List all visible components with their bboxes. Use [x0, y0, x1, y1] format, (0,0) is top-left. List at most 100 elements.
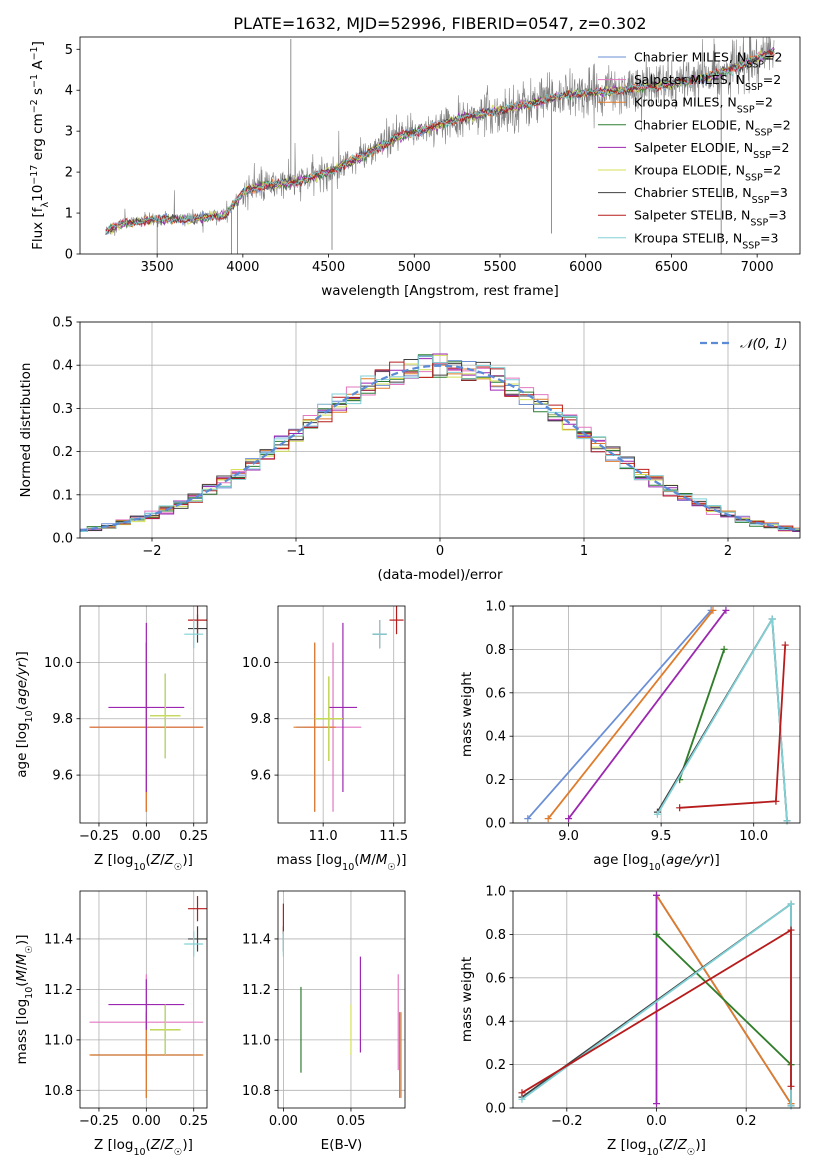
x-tick-label: 0 — [436, 544, 444, 559]
y-tick-label: 0.2 — [485, 1058, 506, 1073]
x-tick-label: 0.00 — [132, 829, 161, 844]
plot-frame — [79, 890, 208, 1109]
y-axis-label: age [log10(age/yr)] — [14, 651, 35, 777]
y-tick-label: 11.4 — [44, 932, 73, 947]
y-tick-label: 0 — [65, 248, 73, 263]
x-tick-label: 5000 — [398, 260, 431, 275]
x-tick-label: 0.25 — [179, 1114, 208, 1129]
x-tick-label: 3500 — [141, 260, 174, 275]
frame-mass_vs_Z: −0.25 0.00 0.25 10.8 11.0 11.2 11.4 — [44, 890, 208, 1129]
x-tick-label: 0.05 — [336, 1114, 365, 1129]
x-tick-label: 0.2 — [736, 1114, 757, 1129]
y-axis-label: mass weight — [459, 957, 475, 1042]
x-tick-label: −0.25 — [79, 1114, 119, 1129]
frame-residuals: −2 −1 0 1 2 0.0 0.1 0.2 0.3 0.4 0.5 — [52, 316, 801, 559]
y-axis-label: Flux [fλ10−17 erg cm−2 s−1 A−1] — [29, 41, 51, 250]
plot-frame — [79, 605, 208, 824]
y-tick-label: 9.8 — [52, 712, 73, 727]
weight-marker-kroupa_stelib — [653, 810, 661, 818]
y-axis-label: mass weight — [459, 672, 475, 757]
weight-marker-kroupa_stelib — [768, 615, 776, 623]
x-tick-label: 6500 — [655, 260, 688, 275]
legend-entry: 𝒩(0, 1) — [740, 337, 787, 352]
y-tick-label: 0.8 — [485, 928, 506, 943]
x-tick-label: 7000 — [741, 260, 774, 275]
weight-marker-salpeter_elodie — [653, 1100, 660, 1108]
weight-marker-kroupa_miles — [709, 606, 717, 614]
weight-marker-salpeter_stelib — [518, 1089, 526, 1097]
weight-lines — [518, 891, 795, 1110]
y-tick-label: 1.0 — [485, 600, 506, 615]
y-tick-label: 0.4 — [52, 359, 73, 374]
legend-entry: Salpeter STELIB, NSSP=3 — [634, 208, 787, 229]
legend-entry: Chabrier STELIB, NSSP=3 — [634, 185, 788, 206]
x-tick-label: −0.2 — [551, 1114, 583, 1129]
y-tick-label: 1.0 — [485, 885, 506, 900]
x-axis-label: wavelength [Angstrom, rest frame] — [321, 283, 559, 299]
y-tick-label: 0.8 — [485, 643, 506, 658]
x-tick-label: 10.0 — [739, 829, 768, 844]
x-tick-label: −1 — [286, 544, 305, 559]
weight-marker-salpeter_stelib — [787, 926, 795, 934]
x-tick-label: 5500 — [483, 260, 516, 275]
x-tick-label: 9.0 — [558, 829, 579, 844]
weight-lines — [524, 606, 791, 825]
legend-entry: Chabrier ELODIE, NSSP=2 — [634, 117, 791, 138]
weight-marker-salpeter_elodie — [565, 815, 573, 823]
y-tick-label: 3 — [65, 125, 73, 140]
y-tick-label: 9.6 — [250, 769, 271, 784]
weight-marker-salpeter_elodie — [722, 606, 730, 614]
x-tick-label: 0.00 — [132, 1114, 161, 1129]
y-tick-label: 10.0 — [44, 656, 73, 671]
x-axis-label: age [log10(age/yr)] — [593, 852, 719, 873]
legend-entry: Salpeter ELODIE, NSSP=2 — [634, 140, 789, 161]
x-tick-label: 11.5 — [379, 829, 408, 844]
y-axis-label: mass [log10(M/M☉)] — [14, 935, 35, 1065]
y-tick-label: 0.2 — [52, 445, 73, 460]
x-tick-label: 0.0 — [646, 1114, 667, 1129]
frame-age_vs_mass: 11.0 11.5 9.6 9.8 10.0 — [242, 605, 408, 844]
axes-mass_weight_vs_age — [513, 605, 800, 824]
y-tick-label: 0.3 — [52, 402, 73, 417]
points — [89, 896, 207, 1098]
x-axis-label: mass [log10(M/M☉)] — [277, 852, 407, 873]
y-tick-label: 0.4 — [485, 730, 506, 745]
weight-marker-chabrier_miles — [524, 815, 532, 823]
y-tick-label: 10.8 — [242, 1084, 271, 1099]
histogram-chabrier_miles — [80, 356, 800, 532]
frame-spectrum: 3500 4000 4500 5000 5500 6000 6500 7000 0 1 2 3 4 5 — [65, 36, 801, 275]
weight-marker-chabrier_elodie — [653, 930, 660, 938]
chart-title: PLATE=1632, MJD=52996, FIBERID=0547, z=0… — [233, 14, 646, 33]
x-tick-label: 6000 — [569, 260, 602, 275]
x-tick-label: 0.00 — [269, 1114, 298, 1129]
legend-entry: Kroupa ELODIE, NSSP=2 — [634, 163, 781, 184]
x-axis-label: Z [log10(Z/Z☉)] — [607, 1137, 706, 1158]
y-tick-label: 11.4 — [242, 932, 271, 947]
y-tick-label: 0.6 — [485, 971, 506, 986]
y-tick-label: 11.0 — [242, 1033, 271, 1048]
y-tick-label: 9.8 — [250, 712, 271, 727]
frame-mass_vs_ebv: 0.00 0.05 10.8 11.0 11.2 11.4 — [242, 890, 406, 1129]
y-tick-label: 2 — [65, 166, 73, 181]
x-axis-label: (data-model)/error — [377, 567, 503, 583]
weight-line-salpeter_stelib — [679, 645, 787, 809]
x-tick-label: −2 — [142, 544, 161, 559]
weight-marker-kroupa_stelib — [787, 900, 795, 908]
normal-distribution-curve — [79, 364, 801, 532]
y-tick-label: 0.1 — [52, 488, 73, 503]
x-tick-label: 4500 — [312, 260, 345, 275]
y-tick-label: 11.2 — [44, 983, 73, 998]
frame-mass_weight_vs_Z: −0.2 0.0 0.2 0.0 0.2 0.4 0.6 0.8 1.0 — [485, 885, 801, 1129]
axes-mass_vs_ebv — [278, 891, 405, 1108]
y-tick-label: 0.0 — [485, 1102, 506, 1117]
weight-marker-salpeter_stelib — [676, 804, 684, 812]
axes-age_vs_Z — [80, 606, 207, 823]
y-tick-label: 11.2 — [242, 983, 271, 998]
points — [89, 606, 207, 812]
weight-line-chabrier_elodie — [655, 933, 792, 1066]
spectrum-lines — [105, 37, 775, 254]
weight-marker-salpeter_stelib — [781, 641, 789, 649]
histogram-kroupa_elodie — [80, 354, 800, 531]
